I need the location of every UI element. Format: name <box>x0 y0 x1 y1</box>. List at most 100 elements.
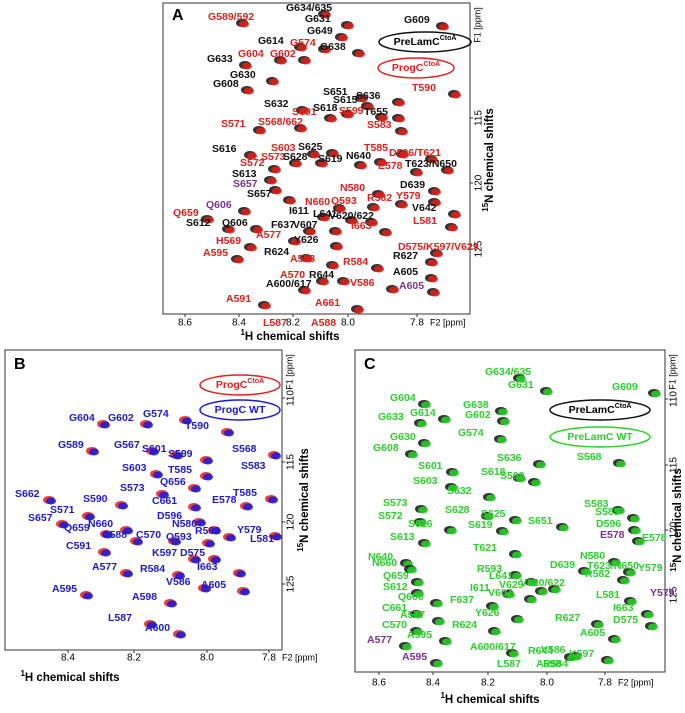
peak-label: S619 <box>468 519 493 531</box>
peak-label: D596/T621 <box>389 147 441 159</box>
superscript: 1 <box>240 328 245 337</box>
peak-label: A598 <box>290 253 315 265</box>
peak-label: N580 <box>340 182 365 194</box>
peak-contour <box>442 638 452 646</box>
peak-contour <box>271 166 281 174</box>
plot-frame <box>162 2 471 315</box>
x-unit: F2 [ppm] <box>430 317 466 327</box>
peak-contour <box>89 448 99 456</box>
peak-contour <box>512 517 522 525</box>
peak-label: E578 <box>212 494 237 506</box>
peak-contour <box>408 451 418 459</box>
y-axis-label: 15N chemical shifts <box>481 108 496 212</box>
peak-label: S632 <box>447 485 472 497</box>
peak-label: S625 <box>481 508 506 520</box>
peak-contour <box>301 287 311 295</box>
peak-contour <box>253 226 263 234</box>
peak-label: G604 <box>69 412 95 424</box>
peak-contour <box>531 479 541 487</box>
peak-label: S568 <box>577 451 602 463</box>
peak-label: G634/635 <box>286 2 332 14</box>
peak-label: Q606 <box>222 217 248 229</box>
superscript: CtoA <box>423 61 440 68</box>
peak-contour <box>205 540 215 548</box>
peak-label: V620/622 <box>329 210 374 222</box>
peak-label: V642 <box>412 202 437 214</box>
peak-contour <box>449 469 459 477</box>
peak-label: A595 <box>402 651 427 663</box>
peak-contour <box>299 107 309 115</box>
peak-label: Y626 <box>475 607 500 619</box>
peak-label: S628 <box>445 504 470 516</box>
peak-label: I663 <box>197 561 218 573</box>
peak-label: G609 <box>612 381 638 393</box>
peak-contour <box>377 159 387 167</box>
x-tick-label: 8.4 <box>232 318 246 329</box>
peak-contour <box>321 11 331 19</box>
legend-entry: PreLamC WT <box>567 431 633 443</box>
peak-contour <box>435 618 445 626</box>
peak-contour <box>338 34 348 42</box>
peak-contour <box>620 577 630 585</box>
peak-contour <box>306 228 316 236</box>
peak-contour <box>344 22 354 30</box>
peak-label: S599 <box>500 470 525 482</box>
peak-label: S628 <box>283 151 308 163</box>
peak-contour <box>418 506 428 514</box>
peak-contour <box>551 586 561 594</box>
peak-label: A595 <box>52 583 77 595</box>
peak-label: A605 <box>580 627 605 639</box>
peak-contour <box>439 23 449 31</box>
peak-contour <box>321 46 331 54</box>
peak-label: L641 <box>489 570 513 582</box>
peak-contour <box>196 519 206 527</box>
peak-contour <box>451 211 461 219</box>
peak-contour <box>398 128 408 136</box>
label-text: N chemical shifts <box>484 108 496 203</box>
peak-label: Y579 <box>396 190 421 202</box>
y-tick-label: 125 <box>286 575 297 592</box>
peak-contour <box>414 579 424 587</box>
peak-label: F637 <box>450 594 474 606</box>
legend-entry: ProgCCtoA <box>216 378 264 390</box>
peak-contour <box>374 265 384 273</box>
peak-label: G630 <box>390 431 416 443</box>
peak-contour <box>191 485 201 493</box>
peak-label: S601 <box>142 443 167 455</box>
peak-contour <box>153 471 163 479</box>
peak-label: Q593 <box>166 531 192 543</box>
peak-contour <box>648 623 658 631</box>
y-tick-label: 115 <box>669 457 680 473</box>
plot-frame <box>4 349 283 651</box>
peak-label: T590 <box>412 82 436 94</box>
peak-label: S601 <box>292 106 317 118</box>
peak-contour <box>581 568 591 576</box>
peak-contour <box>559 524 569 532</box>
peak-label: C570 <box>136 529 161 541</box>
peak-contour <box>395 99 405 107</box>
peak-contour <box>431 188 441 196</box>
peak-label: A600/617 <box>470 641 516 653</box>
peak-label: A605 <box>393 266 418 278</box>
peak-contour <box>428 259 438 267</box>
peak-contour <box>398 201 408 209</box>
x-tick-label: 8.2 <box>286 318 300 329</box>
panel-letter: B <box>14 356 26 373</box>
peak-contour <box>329 150 339 158</box>
peak-contour <box>203 457 213 465</box>
peak-label: A598 <box>536 658 561 670</box>
peak-label: D639 <box>400 179 425 191</box>
peak-contour <box>176 631 186 639</box>
peak-label: A595 <box>407 629 432 641</box>
peak-label: Q659 <box>383 570 409 582</box>
peak-contour <box>291 238 301 246</box>
peak-contour <box>123 570 133 578</box>
peak-contour <box>211 527 221 535</box>
peak-contour <box>286 197 296 205</box>
y-tick-label: 115 <box>286 454 297 470</box>
peak-contour <box>431 199 441 207</box>
peak-label: T585 <box>364 142 388 154</box>
peak-contour <box>375 191 385 199</box>
